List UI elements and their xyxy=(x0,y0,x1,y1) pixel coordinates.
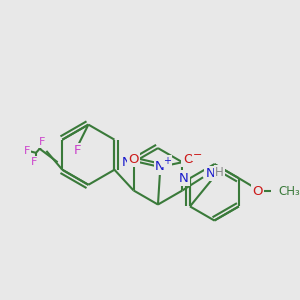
Text: N: N xyxy=(206,167,215,180)
Text: N: N xyxy=(122,156,132,169)
Text: N: N xyxy=(178,172,188,185)
Text: +: + xyxy=(164,156,171,166)
Text: F: F xyxy=(74,144,81,158)
Text: CH₃: CH₃ xyxy=(278,185,300,198)
Text: −: − xyxy=(193,150,202,160)
Text: F: F xyxy=(38,136,45,146)
Text: H: H xyxy=(215,166,224,179)
Text: F: F xyxy=(31,157,37,167)
Text: N: N xyxy=(155,160,165,173)
Text: O: O xyxy=(183,153,193,166)
Text: N: N xyxy=(184,156,194,169)
Text: O: O xyxy=(128,153,139,166)
Text: O: O xyxy=(252,185,263,198)
Text: F: F xyxy=(23,146,30,156)
